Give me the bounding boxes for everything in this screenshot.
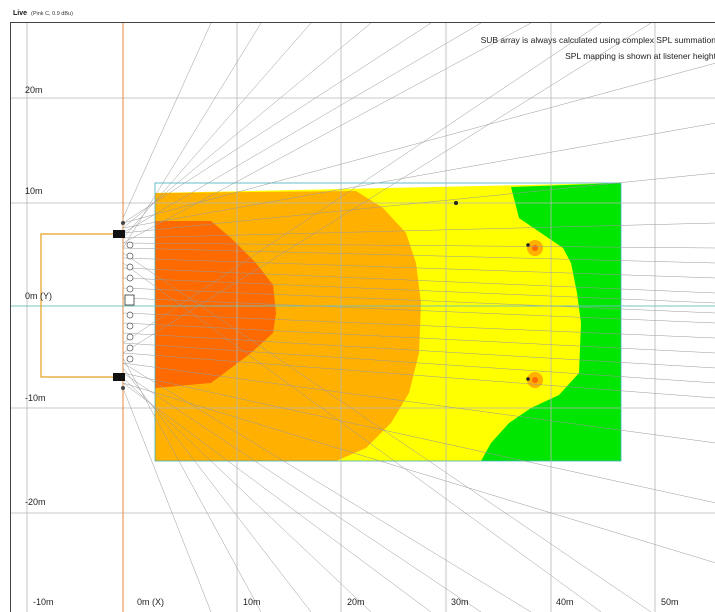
y-label-20m: 20m (25, 85, 43, 95)
measurement-point-icon[interactable] (526, 243, 530, 247)
speaker-icon (124, 294, 135, 306)
spl-map-svg[interactable]: SUB array is always calculated using com… (11, 23, 715, 612)
speaker-icon (126, 252, 134, 260)
speaker-icon (126, 263, 134, 271)
subwoofer-icon (113, 373, 125, 381)
speaker-icon (126, 355, 134, 363)
speaker-icon (126, 333, 134, 341)
note-listener-height: SPL mapping is shown at listener height (565, 51, 715, 61)
map-border (154, 182, 622, 462)
title-bar: Live (Pink C, 0.9 dBu) (0, 0, 715, 22)
spl-map-canvas[interactable]: SUB array is always calculated using com… (10, 22, 715, 612)
speaker-icon (126, 285, 134, 293)
note-complex-summation: SUB array is always calculated using com… (481, 35, 715, 45)
subwoofer-icon (113, 230, 125, 238)
measurement-point-icon[interactable] (454, 201, 458, 205)
window-title: Live (Pink C, 0.9 dBu) (13, 10, 73, 17)
hotspot-upper-core (532, 245, 538, 251)
speaker-icon (121, 386, 125, 390)
speaker-icon (126, 274, 134, 282)
speaker-array[interactable] (113, 221, 135, 390)
x-label-10m: 10m (243, 597, 261, 607)
coverage-rays (122, 23, 715, 612)
y-label-neg20m: -20m (25, 497, 46, 507)
x-label-0m: 0m (X) (137, 597, 164, 607)
y-label-10m: 10m (25, 186, 43, 196)
x-label-30m: 30m (451, 597, 469, 607)
speaker-icon (126, 322, 134, 330)
x-label-40m: 40m (556, 597, 574, 607)
speaker-icon (126, 311, 134, 319)
x-label-50m: 50m (661, 597, 679, 607)
measurement-point-icon[interactable] (526, 377, 530, 381)
x-label-20m: 20m (347, 597, 365, 607)
hotspot-lower-core (532, 377, 538, 383)
array-frame (40, 233, 115, 378)
zone-min (481, 183, 621, 461)
y-label-neg10m: -10m (25, 393, 46, 403)
y-label-0m: 0m (Y) (25, 291, 52, 301)
window-subtitle: (Pink C, 0.9 dBu) (31, 11, 73, 17)
x-label-neg10m: -10m (33, 597, 54, 607)
spl-heatmap (154, 182, 622, 462)
speaker-icon (126, 241, 134, 249)
speaker-icon (121, 221, 125, 225)
speaker-icon (126, 344, 134, 352)
zone-high (155, 221, 276, 388)
